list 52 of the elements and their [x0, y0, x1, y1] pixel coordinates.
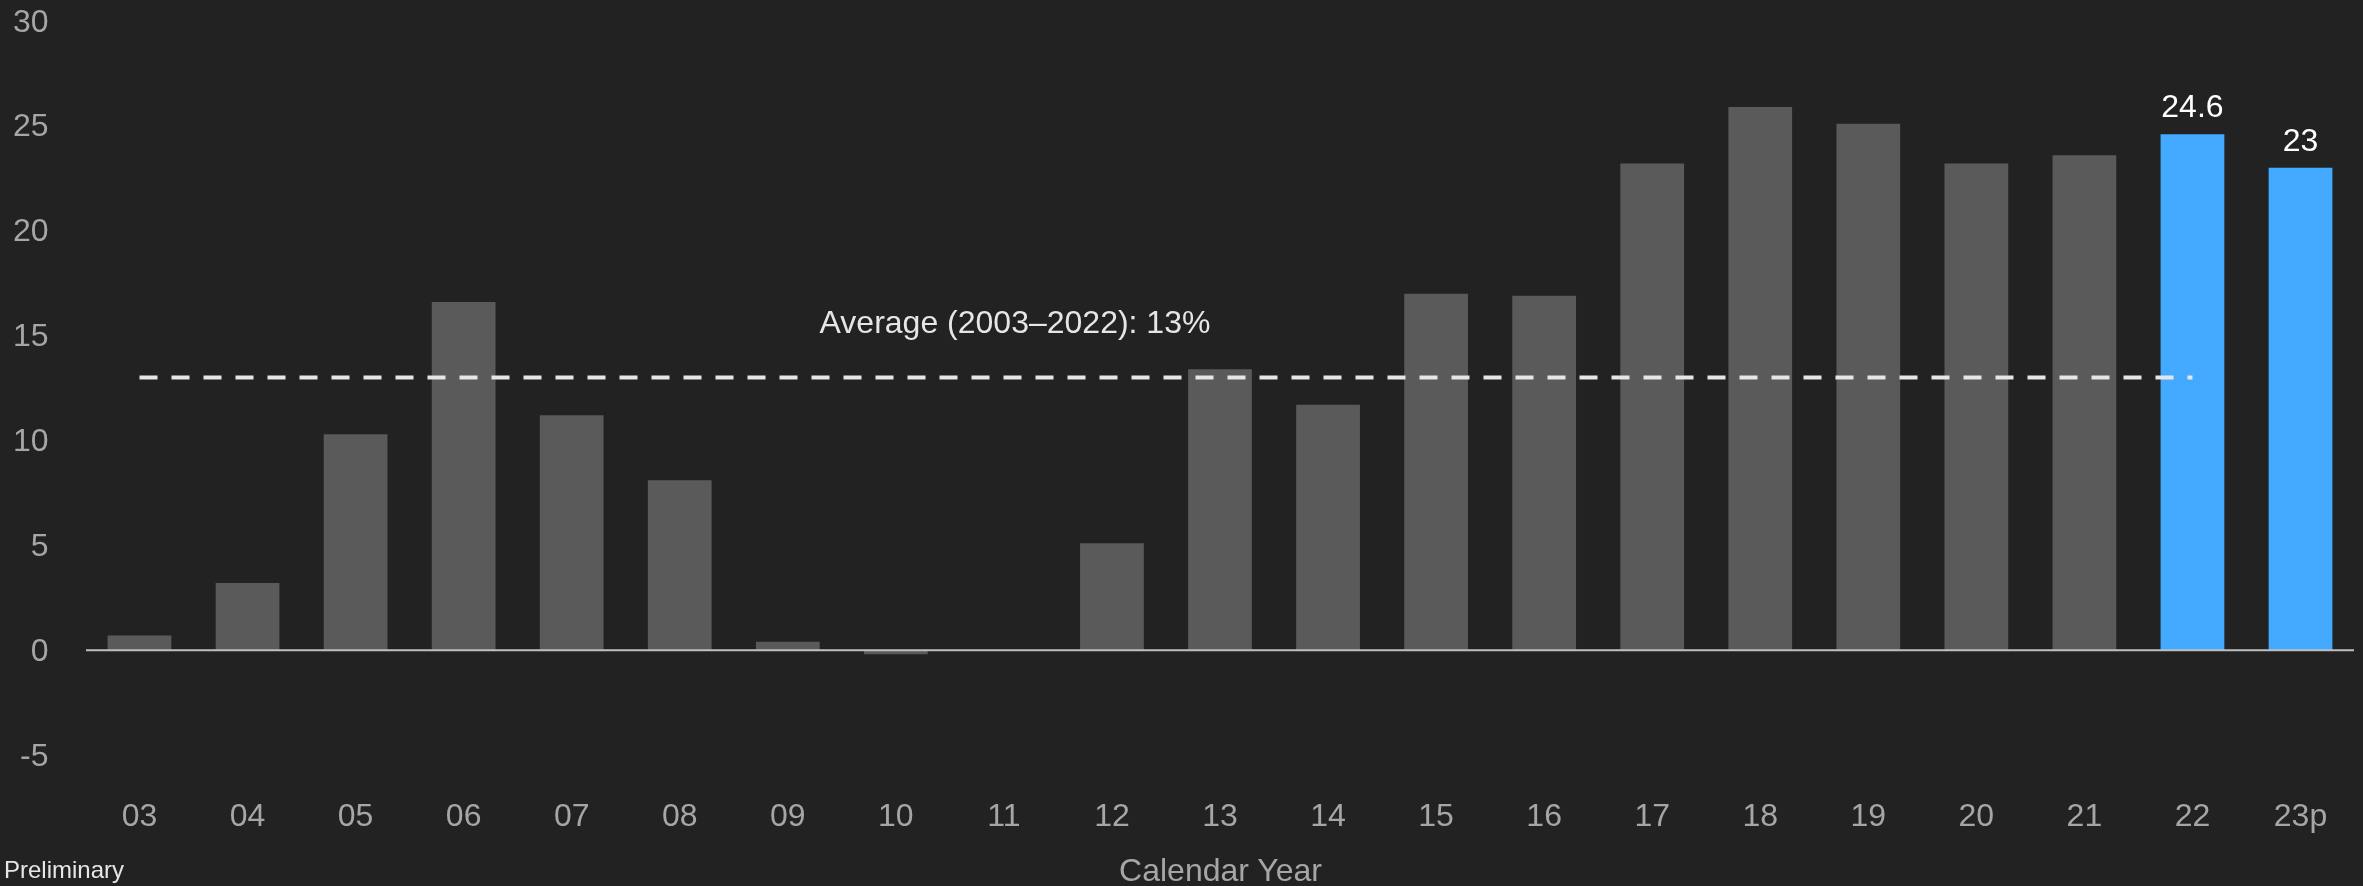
x-tick-label: 20	[1958, 796, 1995, 833]
x-tick-label: 13	[1202, 796, 1238, 833]
x-tick-label: 09	[770, 796, 806, 833]
y-tick-label: 20	[12, 212, 49, 249]
bar	[1296, 404, 1360, 651]
x-tick-label: 11	[987, 796, 1021, 833]
bar	[323, 434, 388, 651]
y-tick-label: 15	[12, 317, 49, 354]
bar	[647, 480, 712, 651]
x-tick-label: 22	[2174, 796, 2211, 833]
x-tick-label: 21	[2066, 796, 2103, 833]
x-tick-label: 23p	[2273, 796, 2328, 833]
bar	[2268, 167, 2333, 651]
bar	[1512, 295, 1577, 651]
x-tick-label: 15	[1418, 796, 1454, 833]
x-tick-label: 10	[878, 796, 914, 833]
x-tick-label: 18	[1742, 796, 1779, 833]
bar	[1404, 293, 1468, 651]
x-tick-label: 06	[445, 796, 482, 833]
x-tick-label: 08	[661, 796, 698, 833]
x-axis-title: Calendar Year	[1119, 851, 1323, 886]
y-tick-label: -5	[20, 736, 49, 773]
bar	[1836, 123, 1901, 651]
bar	[1620, 163, 1685, 651]
x-tick-label: 14	[1310, 796, 1346, 833]
bar	[1728, 106, 1793, 651]
x-tick-label: 19	[1850, 796, 1887, 833]
bar	[539, 415, 604, 651]
x-tick-label: 16	[1526, 796, 1562, 833]
x-tick-label: 12	[1094, 796, 1130, 833]
x-tick-label: 05	[337, 796, 374, 833]
y-tick-label: 30	[12, 2, 49, 39]
bar	[1080, 543, 1144, 651]
x-tick-label: 17	[1634, 796, 1670, 833]
data-label: 23	[2282, 121, 2319, 158]
x-tick-label: 04	[229, 796, 266, 833]
bar	[107, 635, 172, 651]
x-tick-label: 03	[121, 796, 158, 833]
bar	[431, 302, 496, 651]
y-tick-label: 5	[30, 526, 49, 563]
bar	[2052, 155, 2117, 651]
bar	[2160, 134, 2225, 651]
bar	[1188, 369, 1252, 651]
bar	[215, 583, 280, 651]
y-tick-label: 0	[30, 631, 49, 668]
bar	[1944, 163, 2009, 651]
x-tick-label: 07	[553, 796, 590, 833]
text: Preliminary	[4, 856, 125, 883]
y-tick-label: 10	[12, 421, 49, 458]
y-tick-label: 25	[12, 107, 49, 144]
ref-line-label: Average (2003–2022): 13%	[819, 303, 1211, 340]
data-label: 24.6	[2161, 88, 2224, 125]
